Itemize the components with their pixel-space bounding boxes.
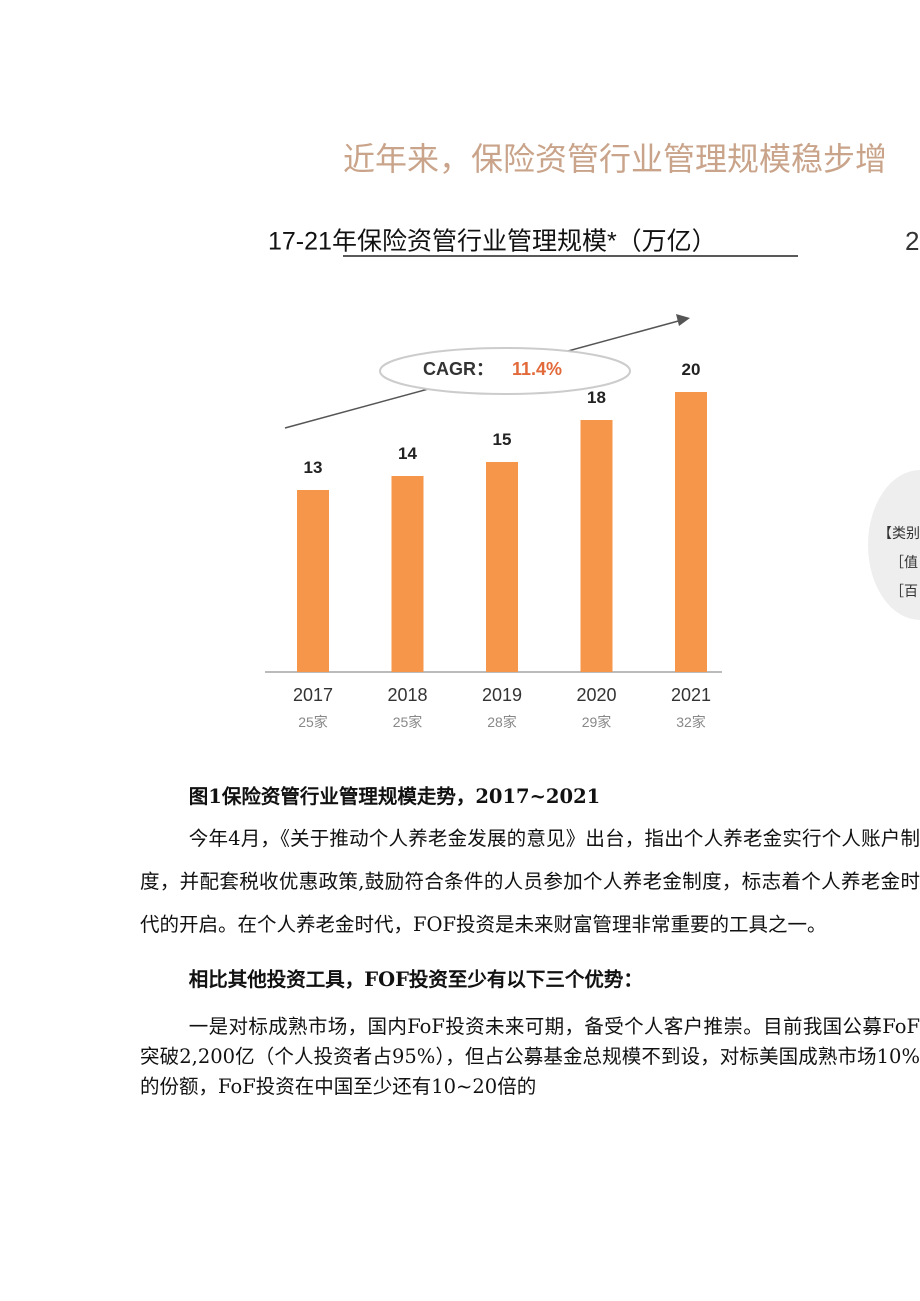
value-label: 13	[304, 458, 323, 477]
side-label: ［百	[890, 583, 918, 599]
side-title: 2	[905, 226, 919, 256]
cagr-value: 11.4%	[512, 359, 562, 379]
x-tick-label: 2018	[387, 685, 427, 705]
company-count: 25家	[393, 714, 423, 730]
bar	[297, 490, 329, 672]
paragraph: 今年4月，《关于推动个人养老金发展的意见》出台，指出个人养老金实行个人账户制度，…	[140, 827, 920, 936]
bar	[675, 392, 707, 672]
company-count: 29家	[582, 714, 612, 730]
value-label: 14	[398, 444, 417, 463]
arrowhead	[676, 314, 690, 326]
value-label: 18	[587, 388, 606, 407]
x-tick-label: 2020	[576, 685, 616, 705]
company-count: 25家	[298, 714, 328, 730]
company-count: 32家	[676, 714, 706, 730]
slide: 近年来，保险资管行业管理规模稳步增 17-21年保险资管行业管理规模*（万亿） …	[265, 140, 920, 730]
bar	[580, 420, 613, 672]
value-label: 15	[493, 430, 512, 449]
value-label: 20	[682, 360, 701, 379]
side-label: ［值	[890, 554, 918, 570]
cagr-label: CAGR：	[423, 359, 494, 379]
x-tick-label: 2017	[293, 685, 333, 705]
x-tick-label: 2021	[671, 685, 711, 705]
x-tick-label: 2019	[482, 685, 522, 705]
side-pie	[868, 470, 920, 620]
chart-title: 17-21年保险资管行业管理规模*（万亿）	[268, 228, 717, 256]
paragraph: 一是对标成熟市场，国内FoF投资未来可期，备受个人客户推崇。目前我国公募FoF突…	[140, 1015, 920, 1098]
cagr-bubble	[379, 347, 631, 395]
side-label: 【类别	[878, 525, 920, 541]
paragraph: 相比其他投资工具，FOF投资至少有以下三个优势：	[188, 968, 643, 991]
company-count: 28家	[487, 714, 517, 730]
slide-title: 近年来，保险资管行业管理规模稳步增	[343, 140, 887, 178]
bar	[391, 476, 424, 672]
bar	[486, 462, 518, 672]
caption: 图1保险资管行业管理规模走势，2017~2021	[188, 785, 601, 808]
document: 图1保险资管行业管理规模走势，2017~2021 今年4月，《关于推动个人养老金…	[140, 780, 920, 1102]
